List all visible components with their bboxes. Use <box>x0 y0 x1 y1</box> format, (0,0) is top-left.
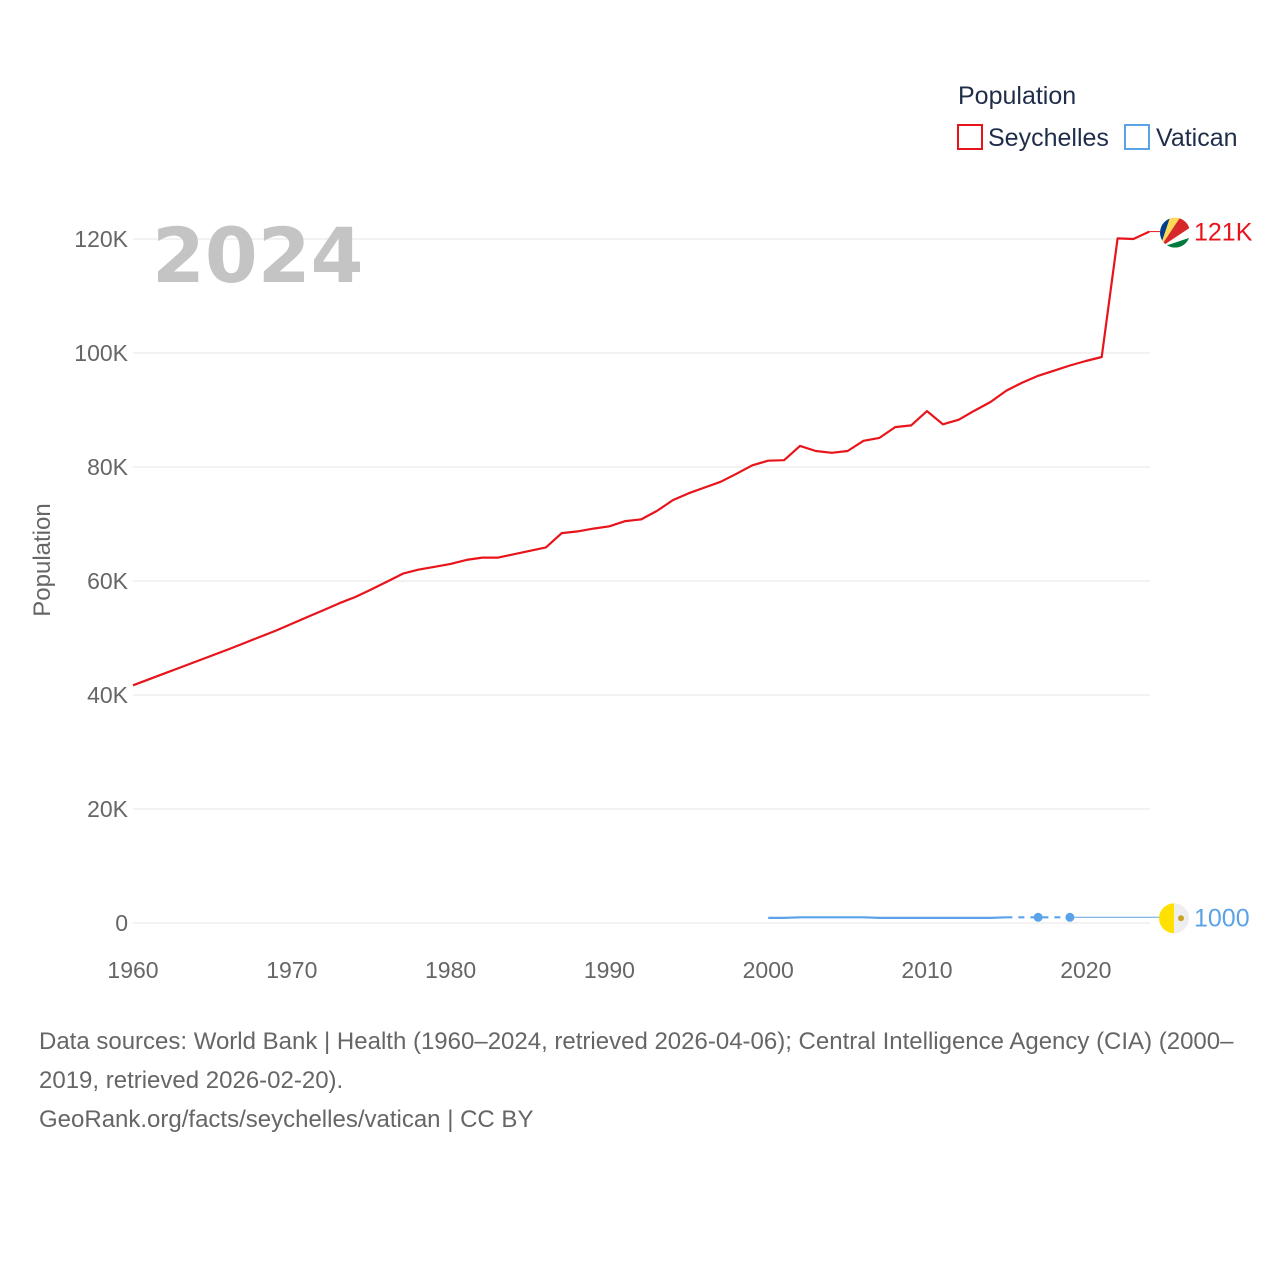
y-axis-ticks: 0 20K 40K 60K 80K 100K 120K <box>74 226 128 936</box>
grid-lines <box>133 238 1150 924</box>
end-label-seychelles: 121K <box>1194 219 1253 247</box>
legend-item-seychelles[interactable]: Seychelles <box>957 124 1109 152</box>
x-tick-label: 1990 <box>584 957 635 983</box>
legend-item-vatican[interactable]: Vatican <box>1124 124 1238 152</box>
x-tick-label: 2010 <box>901 957 952 983</box>
series-line-seychelles <box>132 230 1150 687</box>
end-label-vatican: 1000 <box>1194 904 1250 932</box>
legend-swatch-seychelles <box>957 124 983 150</box>
footer: Data sources: World Bank | Health (1960–… <box>39 1022 1259 1139</box>
x-tick-label: 2000 <box>743 957 794 983</box>
y-tick-label: 0 <box>115 910 128 936</box>
end-markers: 121K 1000 <box>1159 217 1253 934</box>
legend-label-seychelles: Seychelles <box>988 124 1109 152</box>
y-tick-label: 100K <box>74 340 128 366</box>
flag-stripe-red <box>1160 217 1190 248</box>
flag-emblem <box>1178 915 1184 922</box>
x-tick-label: 1960 <box>107 957 158 983</box>
y-axis-title: Population <box>29 503 56 616</box>
flag-half-yellow <box>1159 903 1174 934</box>
legend[interactable]: Population Seychelles Vatican <box>957 82 1238 152</box>
vatican-flag-icon <box>1159 903 1189 934</box>
legend-swatch-vatican <box>1124 124 1150 150</box>
y-tick-label: 60K <box>87 568 129 594</box>
x-tick-label: 1980 <box>425 957 476 983</box>
data-point-vatican <box>1033 912 1043 922</box>
y-tick-label: 20K <box>87 796 129 822</box>
data-sources-text: Data sources: World Bank | Health (1960–… <box>39 1028 1234 1094</box>
legend-title: Population <box>958 82 1076 110</box>
series-lines <box>132 230 1160 922</box>
population-chart: 0 20K 40K 60K 80K 100K 120K 1960 1970 1980 1990 20… <box>29 82 1253 983</box>
x-tick-label: 1970 <box>266 957 317 983</box>
legend-label-vatican: Vatican <box>1156 124 1238 152</box>
y-tick-label: 40K <box>87 682 129 708</box>
credit-link[interactable]: GeoRank.org/facts/seychelles/vatican | C… <box>39 1106 534 1133</box>
flag-stripe-green <box>1160 237 1190 248</box>
seychelles-flag-icon <box>1160 217 1190 248</box>
current-year-label: 2024 <box>152 211 364 300</box>
y-tick-label: 120K <box>74 226 128 252</box>
y-tick-label: 80K <box>87 454 129 480</box>
series-line-vatican <box>768 916 1007 919</box>
x-tick-label: 2020 <box>1060 957 1111 983</box>
x-axis-ticks: 1960 1970 1980 1990 2000 2010 2020 <box>107 957 1111 983</box>
